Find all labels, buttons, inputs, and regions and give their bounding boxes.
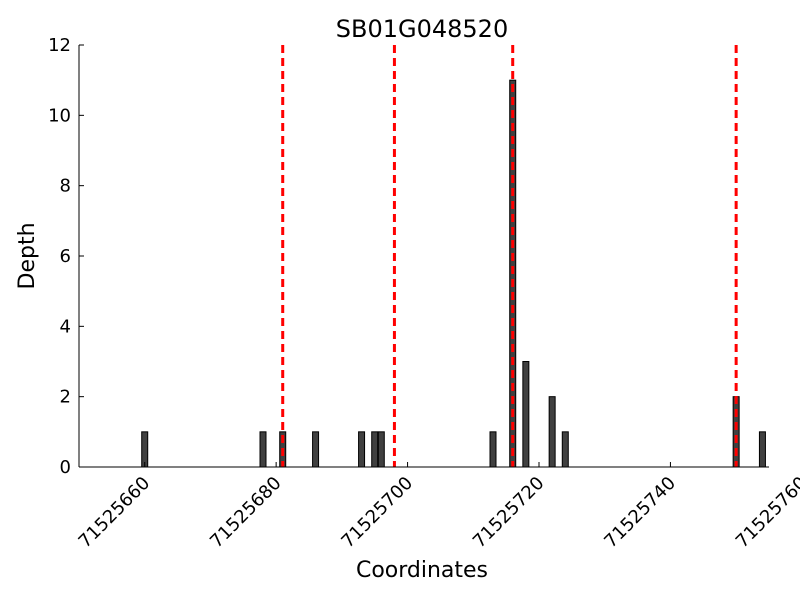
x-tick-label: 71525720 xyxy=(469,473,549,553)
bar xyxy=(489,431,497,468)
x-ticks-group: 71525660 71525680 71525700 71525720 71525740… xyxy=(75,462,800,552)
bar xyxy=(371,431,379,468)
y-tick-label: 4 xyxy=(60,316,71,337)
axes-group xyxy=(78,45,769,468)
y-tick-label: 8 xyxy=(60,176,71,197)
y-tick-label: 10 xyxy=(48,105,71,126)
bar xyxy=(522,361,530,468)
y-tick-label: 6 xyxy=(60,246,71,267)
y-axis-label: Depth xyxy=(15,222,40,289)
reference-lines-group xyxy=(281,45,738,467)
x-tick-label: 71525700 xyxy=(337,473,417,553)
bar xyxy=(312,431,320,468)
bar xyxy=(758,431,766,468)
y-tick-label: 0 xyxy=(60,457,71,478)
bar xyxy=(548,396,556,468)
y-tick-label: 12 xyxy=(48,35,71,56)
bar xyxy=(561,431,569,468)
bar xyxy=(259,431,267,468)
x-tick-label: 71525740 xyxy=(600,473,680,553)
chart-title: SB01G048520 xyxy=(336,15,508,43)
x-tick-label: 71525760 xyxy=(732,473,800,553)
bar xyxy=(358,431,366,468)
x-tick-label: 71525660 xyxy=(75,473,155,553)
bar xyxy=(141,431,149,468)
x-axis-label: Coordinates xyxy=(356,558,488,583)
bar xyxy=(732,396,740,468)
y-tick-label: 2 xyxy=(60,387,71,408)
bars-group xyxy=(141,79,766,468)
x-tick-label: 71525680 xyxy=(206,473,286,553)
y-ticks-group: 0 2 4 6 8 10 12 xyxy=(48,35,84,478)
bar xyxy=(377,431,385,468)
